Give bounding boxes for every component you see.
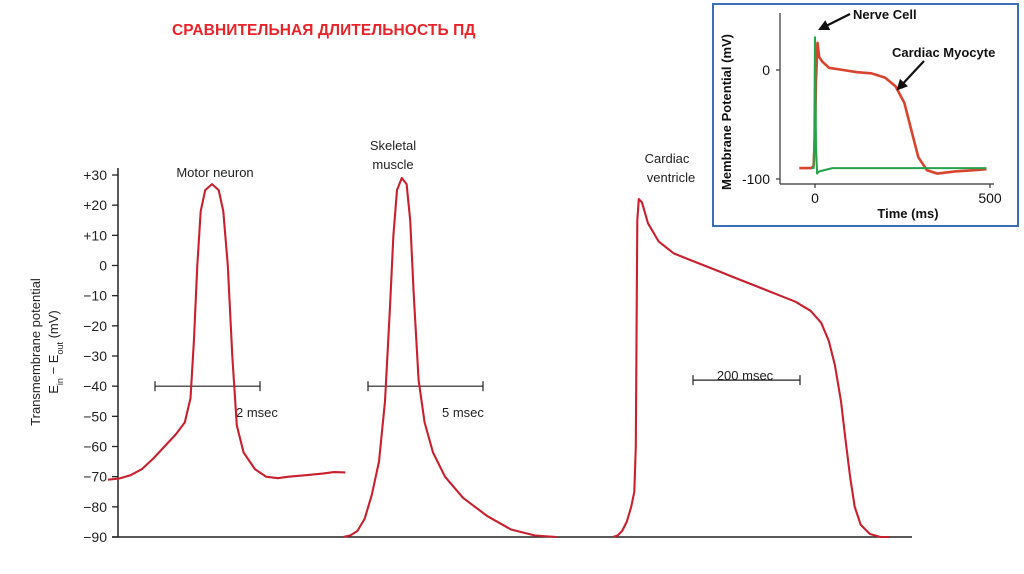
y-tick-label: −40 [83,378,107,394]
scale-bar-label-skeletal-muscle: 5 msec [442,405,484,420]
y-tick-label: −50 [83,408,107,424]
y-tick-label: +30 [83,167,107,183]
y-tick-label: +10 [83,227,107,243]
inset-x-tick-label: 0 [811,190,819,206]
y-tick-label: −70 [83,469,107,485]
y-axis-label-line1: Transmembrane potential [28,278,43,426]
inset-y-tick-label: -100 [742,171,770,187]
y-tick-label: −30 [83,348,107,364]
trace-skeletal-muscle [342,176,557,539]
scale-bar-label-motor-neuron: 2 msec [236,405,278,420]
y-tick-label: −20 [83,318,107,334]
label-skeletal-muscle-line1: Skeletal [370,138,416,153]
y-tick-label: −90 [83,529,107,545]
trace-cardiac-ventricle [612,198,890,539]
y-tick-label: +20 [83,197,107,213]
label-motor-neuron: Motor neuron [176,165,253,180]
y-tick-label: −60 [83,439,107,455]
y-ticks-group: +30 +20 +10 0 −10 −20 −30 −40 −50 −60 −70 −80 −90 [83,167,118,545]
action-potential-chart: +30 +20 +10 0 −10 −20 −30 −40 −50 −60 −70 −80 −90 Tr… [28,138,912,545]
y-tick-label: −10 [83,288,107,304]
arrow-nerve-cell [818,13,851,30]
inset-y-axis-label: Membrane Potential (mV) [719,34,734,190]
inset-traces-group [799,36,987,175]
inset-nerve-vs-cardiac-chart: 0 -100 0 500 Membrane Potential (mV) Time (… [712,3,1019,227]
label-cardiac-ventricle-line2: ventricle [647,170,695,185]
arrow-cardiac-myocyte [896,60,925,91]
y-tick-label: 0 [99,258,107,274]
y-axis-label-line2: Ein − Eout (mV) [46,310,65,393]
traces-group [107,176,890,539]
inset-ticks-group: 0 -100 0 500 [742,62,1002,206]
label-skeletal-muscle-line2: muscle [372,157,413,172]
annotation-cardiac-myocyte: Cardiac Myocyte [892,45,995,60]
y-tick-label: −80 [83,499,107,515]
annotation-nerve-cell: Nerve Cell [853,7,917,22]
scale-bar-label-cardiac-ventricle: 200 msec [717,368,774,383]
trace-motor-neuron [107,183,346,481]
label-cardiac-ventricle-line1: Cardiac [645,151,690,166]
scale-bars-group: 2 msec 5 msec 200 msec [154,368,801,420]
trace-nerve-cell [811,36,987,175]
inset-x-tick-label: 500 [978,190,1002,206]
inset-border [712,3,1019,227]
slide-title: СРАВНИТЕЛЬНАЯ ДЛИТЕЛЬНОСТЬ ПД [172,22,476,39]
inset-x-axis-label: Time (ms) [877,206,938,221]
inset-y-tick-label: 0 [762,62,770,78]
